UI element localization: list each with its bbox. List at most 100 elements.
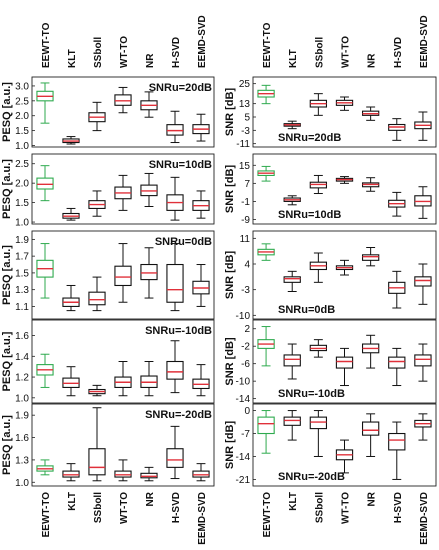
box-eemd-svd — [414, 263, 432, 305]
category-label-bottom: EEWT-TO — [41, 492, 52, 538]
box-ssboll — [88, 276, 106, 312]
y-tick-label: 15 — [239, 161, 251, 172]
y-tick-label: 1.5 — [15, 126, 29, 137]
box-klt — [283, 270, 301, 292]
box-h-svd — [166, 425, 184, 480]
box-wt-to — [114, 459, 132, 482]
box-iqr — [62, 470, 80, 478]
box-iqr — [166, 448, 184, 468]
y-axis-label: PESQ [a.u.] — [1, 415, 13, 475]
category-label-bottom: NR — [145, 491, 156, 506]
box-iqr — [414, 276, 432, 287]
snr-annotation: SNRu=-10dB — [145, 325, 212, 337]
box-iqr — [166, 263, 184, 303]
box-ssboll — [309, 252, 328, 283]
panel: -14 -10 -6 -2 2 SNR [dB] SNRu=-10dB — [224, 319, 437, 405]
y-tick-label: -11 — [236, 139, 250, 150]
y-tick-label: -9 — [241, 215, 250, 226]
y-tick-label: -6 — [241, 359, 250, 370]
box-wt-to — [335, 176, 354, 184]
category-label-top: SSboll — [93, 37, 104, 68]
snr-annotation: SNRu=-20dB — [278, 471, 345, 483]
category-label-top: H-SVD — [393, 37, 404, 68]
box-nr — [361, 177, 380, 192]
box-iqr — [414, 354, 432, 367]
category-label-bottom: KLT — [288, 492, 299, 511]
box-iqr — [309, 416, 328, 430]
box-nr — [361, 413, 380, 457]
box-wt-to — [114, 361, 132, 397]
y-axis-label: SNR [dB] — [224, 88, 236, 137]
box-eewt-to — [257, 410, 275, 454]
box-h-svd — [388, 421, 406, 480]
y-tick-label: -7 — [241, 429, 250, 440]
box-iqr — [361, 421, 380, 436]
box-h-svd — [166, 110, 184, 144]
snr-annotation: SNRu=20dB — [278, 132, 341, 144]
box-eemd-svd — [192, 113, 210, 142]
category-label-top: NR — [145, 53, 156, 68]
box-eemd-svd — [192, 364, 210, 397]
category-label-bottom: H-SVD — [393, 492, 404, 523]
box-eemd-svd — [192, 463, 210, 482]
box-ssboll — [309, 339, 328, 358]
category-label-bottom: EEMD-SVD — [419, 492, 430, 545]
y-tick-label: 1.3 — [15, 285, 29, 296]
box-iqr — [114, 265, 132, 287]
box-eewt-to — [257, 326, 275, 367]
y-tick-label: 1.9 — [15, 411, 29, 422]
y-tick-label: 1.2 — [15, 373, 29, 384]
y-tick-label: 1.0 — [15, 141, 29, 152]
panel-frame — [31, 230, 215, 320]
category-label-top: KLT — [67, 49, 78, 68]
box-wt-to — [114, 174, 132, 211]
y-tick-label: -10 — [236, 311, 251, 322]
box-eewt-to — [36, 353, 54, 388]
y-tick-label: 1.0 — [15, 218, 29, 229]
box-klt — [283, 120, 301, 130]
box-iqr — [388, 356, 406, 369]
box-klt — [62, 366, 80, 397]
y-tick-label: 1.3 — [15, 455, 29, 466]
box-nr — [140, 91, 158, 118]
snr-annotation: SNRu=0dB — [278, 304, 335, 316]
category-label-top: KLT — [288, 49, 299, 68]
category-label-bottom: EEMD-SVD — [197, 492, 208, 545]
y-tick-label: 3.0 — [15, 81, 29, 92]
category-label-bottom: NR — [367, 491, 378, 506]
y-axis-label: PESQ [a.u.] — [1, 245, 13, 305]
y-tick-label: 1.6 — [15, 433, 29, 444]
y-tick-label: 1.0 — [15, 393, 29, 404]
box-iqr — [283, 354, 301, 367]
category-label-bottom: EEWT-TO — [262, 492, 273, 538]
y-tick-label: -21 — [236, 475, 251, 486]
box-klt — [62, 284, 80, 312]
box-klt — [283, 195, 301, 206]
box-iqr — [283, 416, 301, 426]
y-tick-label: -1 — [241, 197, 250, 208]
y-axis-label: PESQ [a.u.] — [1, 159, 13, 219]
box-eewt-to — [36, 165, 54, 202]
y-tick-label: 1.5 — [15, 268, 29, 279]
y-tick-label: 1.9 — [15, 235, 29, 246]
y-tick-label: -3 — [241, 285, 250, 296]
category-label-top: EEMD-SVD — [419, 15, 430, 68]
panel-frame — [31, 403, 215, 487]
box-nr — [140, 466, 158, 482]
top-category-labels: EEWT-TO KLT SSboll WT-TO NR H-SVD EEMD-SVD EEWT… — [41, 15, 430, 68]
snr-annotation: SNRu=0dB — [155, 236, 212, 248]
box-ssboll — [309, 410, 328, 457]
box-iqr — [88, 291, 106, 306]
box-nr — [361, 334, 380, 369]
box-klt — [62, 136, 80, 145]
box-iqr — [361, 254, 380, 261]
category-label-top: EEWT-TO — [262, 22, 273, 68]
y-tick-label: -3 — [241, 126, 250, 137]
box-iqr — [283, 276, 301, 283]
category-label-top: EEMD-SVD — [197, 15, 208, 68]
box-eewt-to — [257, 165, 275, 182]
